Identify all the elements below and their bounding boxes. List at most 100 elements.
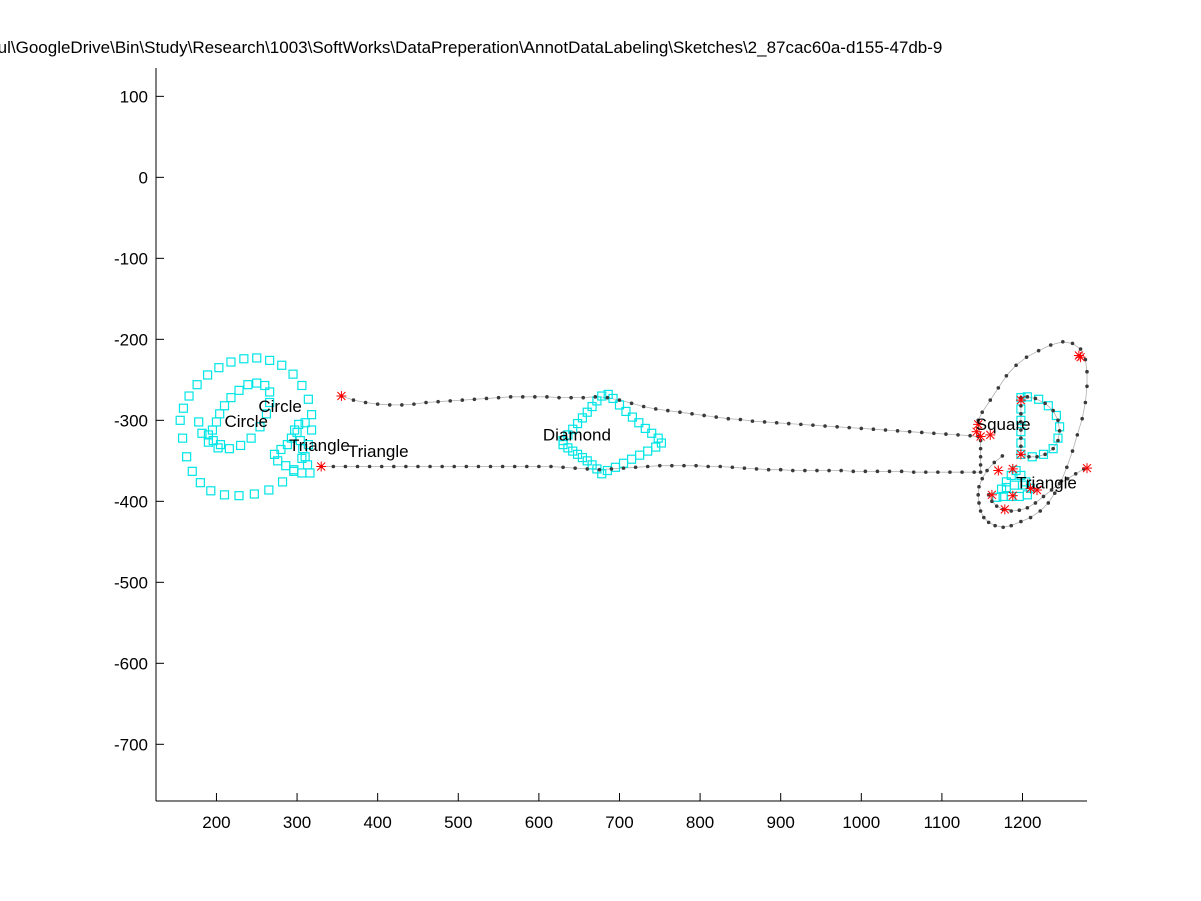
stroke-point-marker (1019, 436, 1023, 440)
labeled-square-marker (647, 428, 657, 438)
labeled-square-marker (277, 477, 288, 487)
stroke-point-marker (448, 399, 453, 403)
stroke-point-marker (585, 467, 590, 471)
stroke-point-marker (750, 419, 755, 423)
stroke-point-marker (1033, 396, 1038, 401)
labeled-square-marker (234, 385, 244, 395)
labeled-square-marker (265, 355, 275, 365)
labeled-square-marker (618, 458, 629, 468)
corner-asterisk-marker (971, 426, 982, 437)
stroke-point-marker (645, 464, 650, 469)
stroke-trace-line (321, 341, 1088, 528)
labeled-square-marker (582, 407, 592, 417)
shape-label: Circle (225, 412, 268, 431)
stroke-point-marker (1080, 416, 1084, 421)
labeled-square-marker (1048, 444, 1058, 454)
stroke-point-marker (331, 464, 336, 469)
stroke-point-marker (464, 464, 469, 469)
stroke-point-marker (985, 468, 989, 473)
labeled-square-marker (1022, 392, 1032, 402)
labeled-square-marker (572, 449, 583, 459)
stroke-point-marker (778, 467, 783, 472)
labeled-square-marker (195, 478, 205, 488)
stroke-point-marker (581, 395, 586, 400)
labeled-square-marker (219, 401, 230, 411)
stroke-point-marker (1024, 355, 1029, 359)
stroke-point-marker (633, 465, 638, 470)
stroke-point-marker (799, 422, 803, 427)
corner-asterisk-marker (1032, 485, 1042, 495)
stroke-point-marker (537, 464, 541, 469)
stroke-point-marker (1052, 491, 1057, 496)
y-tick-label: -600 (114, 654, 148, 673)
stroke-point-marker (960, 470, 964, 474)
x-tick-label: 300 (283, 813, 311, 832)
labeled-square-marker (563, 430, 573, 440)
labeled-square-marker (303, 394, 313, 404)
labeled-square-marker (653, 433, 663, 443)
stroke-point-marker (605, 395, 610, 400)
stroke-point-marker (1041, 494, 1046, 499)
labeled-square-marker (224, 444, 234, 454)
stroke-point-marker (1019, 444, 1023, 449)
stroke-point-marker (786, 421, 791, 426)
labeled-square-marker (996, 484, 1007, 494)
labeled-square-marker (206, 486, 216, 496)
labeled-square-marker (288, 369, 298, 379)
stroke-point-marker (1051, 446, 1055, 451)
labeled-square-marker (192, 380, 202, 390)
stroke-point-marker (978, 454, 983, 459)
stroke-point-marker (811, 423, 815, 427)
chart-title-text: rul\GoogleDrive\Bin\Study\Research\1003\… (0, 38, 943, 57)
labeled-square-marker (306, 425, 317, 435)
labeled-square-marker (239, 354, 249, 364)
stroke-point-marker (1017, 508, 1022, 513)
stroke-point-marker (1057, 481, 1062, 486)
stroke-point-marker (1004, 373, 1009, 378)
corner-asterisk-marker (1007, 463, 1018, 474)
labeled-square-marker (1043, 401, 1053, 411)
labeled-square-marker (1016, 427, 1026, 437)
labeled-square-marker (202, 370, 213, 380)
y-tick-label: -300 (114, 411, 148, 430)
stroke-point-marker (1027, 454, 1031, 459)
labeled-square-marker (184, 391, 194, 401)
stroke-point-marker (460, 398, 465, 402)
corner-asterisk-marker (1007, 490, 1018, 501)
stroke-point-marker (355, 464, 360, 469)
stroke-point-marker (1025, 506, 1030, 510)
stroke-point-marker (919, 430, 924, 435)
labeled-square-marker (568, 446, 578, 456)
labeled-square-marker (597, 391, 607, 401)
labeled-square-marker (265, 397, 275, 408)
shape-label: Diamond (543, 426, 611, 445)
labeled-square-marker (626, 454, 637, 464)
labeled-square-marker (640, 423, 650, 434)
labeled-square-marker (265, 387, 275, 397)
labeled-square-marker (608, 393, 618, 404)
y-tick-label: -700 (114, 735, 148, 754)
stroke-point-marker (597, 467, 602, 472)
labeled-square-marker (297, 453, 307, 463)
labeled-square-marker (203, 437, 213, 447)
labeled-square-marker (214, 363, 224, 373)
x-tick-label: 1200 (1004, 813, 1042, 832)
stroke-point-marker (617, 398, 622, 402)
stroke-point-marker (1035, 454, 1039, 459)
stroke-point-marker (977, 501, 981, 505)
stroke-point-marker (440, 464, 444, 469)
stroke-point-marker (488, 464, 493, 469)
stroke-point-marker (883, 428, 888, 432)
stroke-point-marker (621, 466, 626, 470)
stroke-point-marker (895, 429, 900, 433)
stroke-point-marker (1073, 471, 1078, 476)
stroke-point-marker (657, 463, 662, 468)
stroke-point-marker (1065, 465, 1069, 470)
stroke-point-marker (549, 464, 553, 469)
stroke-point-marker (520, 395, 525, 399)
labeled-square-marker (178, 433, 188, 443)
stroke-point-marker (1083, 400, 1088, 405)
stroke-point-marker (1019, 412, 1023, 416)
stroke-point-marker (948, 470, 952, 474)
stroke-point-marker (980, 476, 985, 481)
